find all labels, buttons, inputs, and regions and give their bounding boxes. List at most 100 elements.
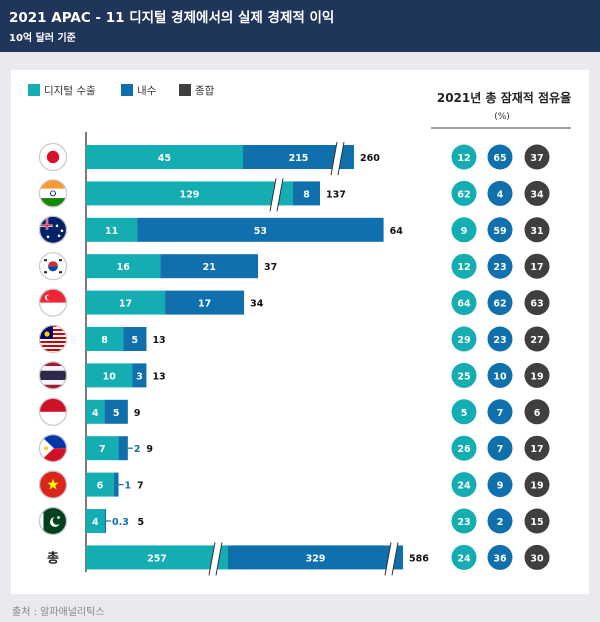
south-korea-flag-icon-ring	[38, 252, 68, 281]
malaysia-flag-crescent	[44, 331, 50, 337]
australia-flag-star-1	[55, 224, 59, 228]
share-circle-digital-export-0	[451, 144, 477, 170]
malaysia-flag-stripe-4	[39, 341, 67, 343]
share-value-total-10: 15	[530, 517, 543, 528]
share-circle-total-6	[524, 362, 550, 388]
bar-domestic-3	[160, 254, 259, 279]
share-value-domestic-9: 9	[497, 481, 504, 492]
label-domestic-8: 2	[134, 444, 141, 455]
india-flag-white	[39, 188, 67, 199]
stacked-bar-chart: 디지털 수출 내수 종합 2021년 총 잠재적 점유율(%)45 215 260 12 65…	[28, 84, 571, 576]
korea-flag-trigram-0	[44, 259, 47, 262]
share-value-domestic-4: 62	[493, 299, 506, 310]
category-label-total: 총	[47, 550, 59, 566]
share-value-total-7: 6	[534, 408, 541, 419]
share-circle-digital-export-8	[451, 435, 477, 461]
label-total-1: 137	[326, 189, 346, 200]
philippines-flag-sun	[44, 446, 48, 451]
share-circle-domestic-9	[487, 472, 513, 498]
share-value-domestic-0: 65	[493, 153, 506, 164]
share-value-total-8: 17	[530, 444, 543, 455]
label-total-4: 34	[250, 299, 264, 310]
label-digital-export-0: 45	[158, 153, 171, 164]
axis-break-total-2-gap	[385, 542, 398, 576]
share-circle-digital-export-4	[451, 290, 477, 316]
share-table-title: 2021년 총 잠재적 점유율	[437, 90, 571, 105]
malaysia-flag-stripe-5	[39, 345, 67, 347]
label-digital-export-6: 10	[103, 371, 117, 382]
share-value-digital-export-1: 62	[457, 189, 470, 200]
label-digital-export-4: 17	[119, 299, 132, 310]
korea-flag-blue	[48, 266, 58, 272]
share-circle-digital-export-11	[451, 544, 477, 570]
label-total-6: 13	[152, 371, 165, 382]
bar-domestic-7	[104, 399, 128, 424]
share-circle-digital-export-9	[451, 472, 477, 498]
legend-swatch-domestic	[121, 84, 133, 96]
share-circle-domestic-3	[487, 253, 513, 279]
share-value-domestic-10: 2	[497, 517, 504, 528]
share-circle-total-8	[524, 435, 550, 461]
korea-flag-trigram-2	[44, 271, 47, 274]
share-value-digital-export-4: 64	[457, 299, 471, 310]
share-value-domestic-5: 23	[493, 335, 506, 346]
share-table-unit: (%)	[494, 112, 510, 122]
share-value-digital-export-11: 24	[457, 553, 471, 564]
label-domestic-0: 215	[289, 153, 309, 164]
label-domestic-1: 8	[303, 189, 310, 200]
australia-flag-icon-ring	[38, 215, 68, 244]
thailand-flag-blue	[39, 370, 67, 381]
share-circle-digital-export-7	[451, 399, 477, 425]
share-value-domestic-11: 36	[493, 553, 507, 564]
bar-domestic-8	[118, 436, 128, 461]
share-value-total-1: 34	[530, 189, 544, 200]
label-domestic-7: 5	[113, 408, 120, 419]
share-value-domestic-7: 7	[497, 408, 504, 419]
thailand-flag-icon	[38, 361, 68, 390]
share-value-domestic-8: 7	[497, 444, 504, 455]
share-value-digital-export-3: 12	[457, 262, 470, 273]
thailand-flag-red-bottom	[39, 384, 67, 390]
share-value-total-2: 31	[530, 226, 543, 237]
share-circle-digital-export-3	[451, 253, 477, 279]
bar-domestic-1	[293, 181, 320, 206]
axis-break-japan-lines	[330, 141, 345, 176]
bar-digital-export-4	[86, 290, 166, 315]
page-subtitle: 10억 달러 기준	[9, 33, 76, 44]
label-digital-export-2: 11	[105, 226, 118, 237]
share-circle-total-2	[524, 217, 550, 243]
label-total-0: 260	[360, 153, 380, 164]
label-domestic-9: 1	[125, 481, 132, 492]
korea-flag-trigram-3	[59, 271, 62, 274]
korea-flag-red	[48, 261, 58, 267]
bar-domestic-9	[113, 472, 119, 497]
share-value-total-4: 63	[530, 299, 543, 310]
india-flag-chakra	[50, 190, 56, 197]
australia-flag-icon	[38, 215, 68, 244]
singapore-flag-red	[39, 288, 67, 303]
label-digital-export-9: 6	[97, 481, 104, 492]
share-circle-digital-export-6	[451, 362, 477, 388]
bar-domestic-4	[165, 290, 245, 315]
bar-domestic-10	[104, 509, 106, 533]
label-digital-export-3: 16	[117, 262, 131, 273]
india-flag-icon	[38, 179, 68, 208]
japan-flag-disc	[46, 150, 60, 164]
legend-label-domestic: 내수	[137, 85, 157, 97]
share-circle-total-10	[524, 508, 550, 534]
indonesia-flag-icon	[38, 397, 68, 426]
source-note: 출처 : 알파애널리틱스	[12, 607, 105, 618]
share-value-total-0: 37	[530, 153, 543, 164]
share-circle-domestic-10	[487, 508, 513, 534]
share-value-digital-export-2: 9	[461, 226, 468, 237]
thailand-flag-icon-ring	[38, 361, 68, 390]
japan-flag-icon	[38, 142, 68, 172]
share-value-total-9: 19	[530, 481, 543, 492]
bar-digital-export-11	[86, 545, 228, 570]
share-circle-domestic-1	[487, 180, 513, 206]
share-circle-total-9	[524, 472, 550, 498]
bar-digital-export-7	[86, 399, 105, 424]
pakistan-flag-icon-ring	[38, 506, 68, 536]
label-total-2: 64	[390, 226, 404, 237]
share-value-total-3: 17	[530, 262, 543, 273]
